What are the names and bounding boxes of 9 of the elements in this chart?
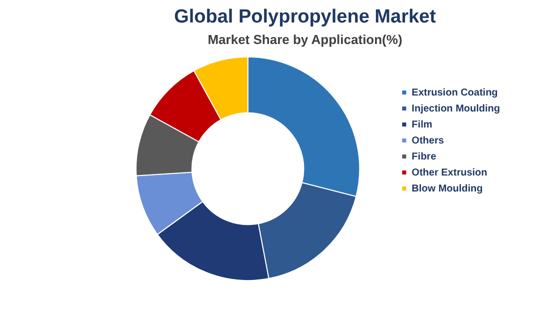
legend-label: Film (412, 119, 432, 130)
legend-label: Blow Moulding (412, 183, 483, 194)
legend-label: Extrusion Coating (412, 87, 498, 98)
legend-label: Other Extrusion (412, 167, 488, 178)
chart-subtitle: Market Share by Application(%) (208, 32, 402, 48)
legend-label: Fibre (412, 151, 437, 162)
legend-label: Injection Moulding (412, 103, 500, 114)
legend-label: Others (412, 135, 444, 146)
chart-title: Global Polypropylene Market (174, 6, 437, 28)
